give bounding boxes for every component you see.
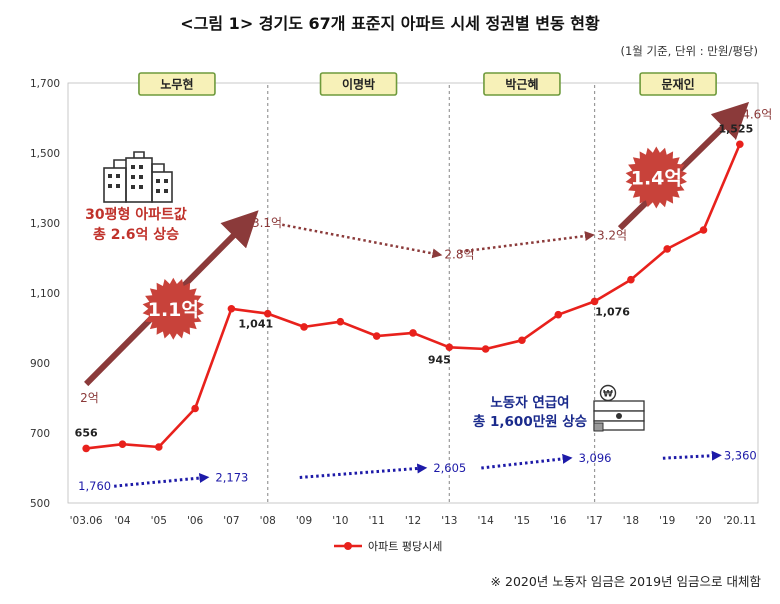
legend-marker (344, 542, 352, 550)
x-tick-label: '20.11 (723, 515, 756, 527)
y-tick-label: 1,500 (30, 148, 60, 160)
wage-trend-arrow (114, 473, 210, 488)
wage-trend-arrow (481, 453, 573, 470)
wage-series-group: 2,173 1,760 2,605 3,096 3,360 (78, 448, 757, 493)
x-tick-label: '06 (187, 515, 204, 527)
trend-arrow-dotted (460, 231, 595, 253)
price-point (554, 310, 563, 319)
legend: 아파트 평당시세 (334, 540, 442, 553)
price-value-label: 1,525 (718, 122, 753, 135)
price-point (372, 332, 381, 340)
price-point (481, 345, 490, 353)
price-point (191, 404, 199, 413)
x-tick-label: '20 (695, 515, 711, 527)
price-point (263, 309, 272, 318)
y-tick-label: 500 (30, 498, 50, 510)
administration-box (138, 72, 216, 96)
price-value-label: 656 (75, 426, 98, 439)
y-tick-label: 900 (30, 358, 50, 370)
trend-arrow-dotted (282, 223, 443, 259)
price-point (663, 245, 672, 253)
value-badge-label: 1.1억 (148, 299, 199, 321)
y-tick-label: 700 (30, 428, 50, 440)
wage-value-label: 3,360 (724, 448, 757, 462)
price-point (336, 317, 345, 326)
y-tick-label: 1,700 (30, 78, 60, 90)
price-point (118, 440, 127, 449)
price-point (518, 336, 526, 345)
x-tick-label: '09 (296, 515, 312, 527)
price-series-group: 656 1,041 945 1,076 1,525 (75, 122, 753, 453)
price-point (154, 443, 163, 451)
x-tick-label: '14 (478, 515, 495, 527)
money-stack-icon: ₩ (593, 384, 645, 432)
price-value-label: 1,076 (595, 305, 630, 318)
wage-callout-line2: 총 1,600만원 상승 (473, 414, 587, 430)
axis-group: 500 700 900 1,100 1,300 1,500 1,700 '03.06 '04 '0… (30, 78, 759, 527)
wage-value-label: 3,096 (579, 451, 612, 465)
trend-start-label: 2억 (80, 391, 99, 405)
legend-label: 아파트 평당시세 (368, 540, 442, 553)
price-point (409, 329, 417, 337)
wage-callout-line1: 노동자 연급여 (490, 394, 569, 411)
badge-group: 1.1억 1.4억 (142, 146, 687, 340)
x-tick-label: '15 (514, 515, 530, 527)
x-tick-label: '13 (441, 515, 457, 527)
chart-title: <그림 1> 경기도 67개 표준지 아파트 시세 정권별 변동 현황 (180, 14, 600, 33)
administration-box (483, 72, 561, 96)
administration-group: 노무현 이명박 박근혜 문재인 (138, 72, 717, 503)
administration-box (639, 72, 717, 96)
svg-text:₩: ₩ (603, 390, 613, 400)
apartment-callout-line1: 30평형 아파트값 (85, 206, 187, 223)
apartment-callout-line2: 총 2.6억 상승 (93, 227, 179, 243)
x-tick-label: '08 (260, 515, 276, 527)
administration-box (319, 72, 398, 96)
footnote: ※ 2020년 노동자 임금은 2019년 임금으로 대체함 (491, 574, 762, 589)
x-tick-label: '05 (151, 515, 167, 527)
x-tick-label: '17 (586, 515, 602, 527)
administration-label: 노무현 (160, 77, 193, 92)
price-value-label: 1,041 (238, 318, 273, 331)
apartment-building-icon (103, 151, 173, 203)
x-tick-label: '04 (114, 515, 131, 527)
x-tick-label: '10 (332, 515, 348, 527)
y-tick-label: 1,300 (30, 218, 60, 230)
price-point (300, 323, 308, 331)
x-tick-label: '03.06 (70, 515, 103, 527)
price-value-label: 945 (428, 353, 451, 366)
administration-label: 이명박 (342, 77, 375, 92)
price-point (699, 226, 708, 234)
x-tick-label: '18 (623, 515, 639, 527)
y-tick-label: 1,100 (30, 288, 60, 300)
price-point (627, 275, 635, 284)
trend-end-label: 3.2억 (597, 228, 627, 242)
x-tick-label: '19 (659, 515, 675, 527)
trend-end-label: 2.8억 (444, 248, 474, 262)
wage-value-label: 2,605 (433, 461, 466, 475)
unit-note: (1월 기준, 단위 : 만원/평당) (620, 44, 758, 58)
x-tick-label: '07 (223, 515, 239, 527)
value-badge (142, 277, 204, 340)
price-point (590, 297, 599, 306)
x-tick-label: '12 (405, 515, 421, 527)
wage-value-label: 1,760 (78, 479, 111, 493)
x-tick-label: '11 (369, 515, 385, 527)
price-point (445, 343, 454, 352)
wage-trend-arrow (299, 463, 428, 479)
administration-label: 박근혜 (505, 77, 538, 92)
price-point (227, 304, 236, 313)
trend-end-label: 3.1억 (252, 216, 282, 230)
price-point (82, 444, 90, 453)
trend-arrow-group: 2억 3.1억 2.8억 3.2억 4.6억 (80, 101, 772, 405)
wage-value-label: 2,173 (215, 470, 248, 484)
administration-label: 문재인 (662, 77, 695, 92)
wage-trend-arrow (662, 450, 722, 461)
price-point (736, 140, 744, 149)
value-badge-label: 1.4억 (631, 168, 682, 190)
trend-end-label: 4.6억 (742, 108, 772, 122)
value-badge (625, 146, 687, 209)
x-tick-label: '16 (550, 515, 567, 527)
plot-frame (67, 82, 759, 504)
